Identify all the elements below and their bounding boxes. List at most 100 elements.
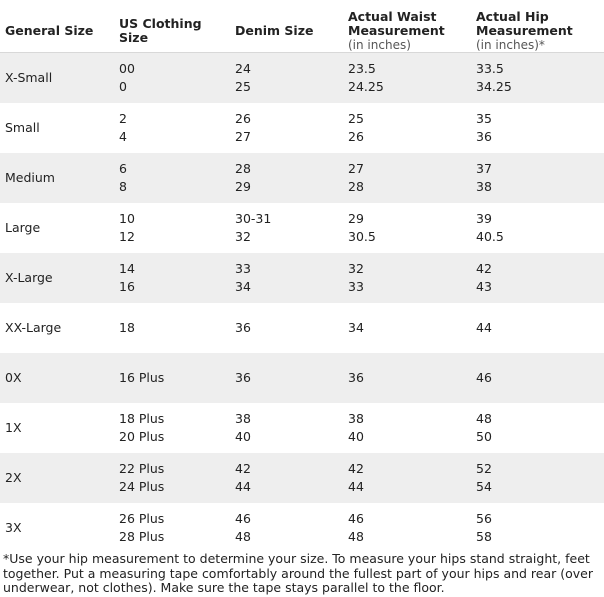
table-row: 0X 16 Plus 36 36 46 [0, 353, 604, 403]
table-row: 2X 22 Plus 24 Plus 42 44 42 44 52 54 [0, 453, 604, 503]
table-row: XX-Large 18 36 34 44 [0, 303, 604, 353]
footnote: *Use your hip measurement to determine y… [3, 551, 594, 595]
waist-cell-value: 25 [348, 111, 364, 126]
waist-cell-value: 36 [348, 370, 364, 385]
denim-size-cell-value: 24 [235, 61, 251, 76]
us-size-cell: 22 Plus 24 Plus [119, 460, 164, 496]
us-size-cell-value: 12 [119, 229, 135, 244]
waist-cell: 46 48 [348, 510, 364, 546]
hip-cell-value: 54 [476, 479, 492, 494]
denim-size-cell-value: 42 [235, 461, 251, 476]
hip-cell-value: 39 [476, 211, 492, 226]
hip-cell-value: 37 [476, 161, 492, 176]
waist-cell: 36 [348, 369, 364, 387]
us-size-cell-value: 14 [119, 261, 135, 276]
general-size-cell: Large [5, 220, 41, 235]
hip-cell-value: 35 [476, 111, 492, 126]
denim-size-cell: 36 [235, 369, 251, 387]
waist-cell-value: 32 [348, 261, 364, 276]
us-size-cell: 26 Plus 28 Plus [119, 510, 164, 546]
us-size-cell-value: 0 [119, 79, 127, 94]
table-row: Large 10 12 30-31 32 29 30.5 39 40.5 [0, 203, 604, 253]
waist-cell-value: 34 [348, 320, 364, 335]
denim-size-cell-value: 25 [235, 79, 251, 94]
general-size-cell: X-Small [5, 70, 53, 85]
hip-cell: 46 [476, 369, 492, 387]
us-size-cell-value: 00 [119, 61, 135, 76]
general-size-cell: XX-Large [5, 320, 62, 335]
waist-cell-value: 30.5 [348, 229, 376, 244]
denim-size-cell-value: 33 [235, 261, 251, 276]
waist-cell-value: 33 [348, 279, 364, 294]
table-row: Small 2 4 26 27 25 26 35 36 [0, 103, 604, 153]
hip-cell: 56 58 [476, 510, 492, 546]
table-body: X-Small 00 0 24 25 23.5 24.25 33.5 34.25 Small 2 4 2… [0, 53, 604, 553]
waist-cell: 29 30.5 [348, 210, 376, 246]
table-row: 3X 26 Plus 28 Plus 46 48 46 48 56 58 [0, 503, 604, 553]
us-size-cell-value: 18 Plus [119, 411, 165, 426]
denim-size-cell-value: 26 [235, 111, 251, 126]
waist-cell-value: 42 [348, 461, 364, 476]
header-denim-size: Denim Size [235, 23, 314, 38]
denim-size-cell: 28 29 [235, 160, 251, 196]
denim-size-cell-value: 36 [235, 320, 251, 335]
us-size-cell: 00 0 [119, 60, 135, 96]
hip-cell-value: 46 [476, 370, 492, 385]
waist-cell-value: 40 [348, 429, 364, 444]
denim-size-cell: 24 25 [235, 60, 251, 96]
hip-cell: 42 43 [476, 260, 492, 296]
waist-cell: 32 33 [348, 260, 364, 296]
denim-size-cell: 36 [235, 319, 251, 337]
hip-cell-value: 33.5 [476, 61, 504, 76]
hip-cell: 52 54 [476, 460, 492, 496]
hip-cell-value: 50 [476, 429, 492, 444]
header-hip-unit: (in inches)* [476, 38, 545, 52]
us-size-cell-value: 26 Plus [119, 511, 165, 526]
waist-cell-value: 27 [348, 161, 364, 176]
us-size-cell-value: 16 [119, 279, 135, 294]
hip-cell-value: 38 [476, 179, 492, 194]
table-row: 1X 18 Plus 20 Plus 38 40 38 40 48 50 [0, 403, 604, 453]
general-size-cell: 0X [5, 370, 22, 385]
us-size-cell: 18 Plus 20 Plus [119, 410, 164, 446]
hip-cell-value: 52 [476, 461, 492, 476]
denim-size-cell: 30-31 32 [235, 210, 271, 246]
waist-cell-value: 38 [348, 411, 364, 426]
denim-size-cell-value: 28 [235, 161, 251, 176]
denim-size-cell-value: 44 [235, 479, 251, 494]
size-chart-table: General Size US Clothing Size Denim Size… [0, 0, 604, 553]
denim-size-cell-value: 32 [235, 229, 251, 244]
general-size-cell: Small [5, 120, 40, 135]
header-general-size: General Size [5, 23, 94, 38]
waist-cell-value: 26 [348, 129, 364, 144]
general-size-cell: 1X [5, 420, 22, 435]
waist-cell-value: 24.25 [348, 79, 384, 94]
header-waist-unit: (in inches) [348, 38, 411, 52]
denim-size-cell: 46 48 [235, 510, 251, 546]
hip-cell-value: 43 [476, 279, 492, 294]
us-size-cell: 10 12 [119, 210, 135, 246]
us-size-cell-value: 2 [119, 111, 127, 126]
hip-cell-value: 48 [476, 411, 492, 426]
waist-cell: 27 28 [348, 160, 364, 196]
header-us-clothing-size: US Clothing Size [119, 16, 202, 45]
us-size-cell-value: 28 Plus [119, 529, 165, 544]
waist-cell: 38 40 [348, 410, 364, 446]
us-size-cell-value: 16 Plus [119, 370, 165, 385]
header-hip: Actual Hip Measurement (in inches)* [476, 10, 586, 53]
hip-cell-value: 58 [476, 529, 492, 544]
us-size-cell: 18 [119, 319, 135, 337]
hip-cell: 39 40.5 [476, 210, 504, 246]
general-size-cell: 3X [5, 520, 22, 535]
denim-size-cell-value: 34 [235, 279, 251, 294]
header-waist: Actual Waist Measurement (in inches) [348, 10, 458, 53]
waist-cell-value: 28 [348, 179, 364, 194]
table-header: General Size US Clothing Size Denim Size… [0, 0, 604, 53]
us-size-cell-value: 8 [119, 179, 127, 194]
us-size-cell-value: 18 [119, 320, 135, 335]
hip-cell-value: 56 [476, 511, 492, 526]
denim-size-cell-value: 46 [235, 511, 251, 526]
waist-cell: 34 [348, 319, 364, 337]
